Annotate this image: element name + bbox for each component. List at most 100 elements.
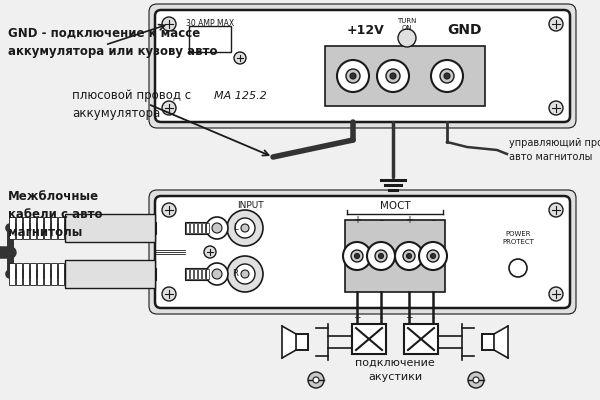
- Bar: [482, 334, 494, 350]
- Bar: [198, 223, 201, 233]
- Bar: [37, 217, 43, 239]
- Circle shape: [444, 73, 450, 79]
- Circle shape: [390, 73, 396, 79]
- Text: плюсовой провод с
аккумулятора: плюсовой провод с аккумулятора: [72, 88, 191, 120]
- Bar: [352, 324, 386, 354]
- Text: +: +: [353, 215, 361, 225]
- Bar: [23, 217, 29, 239]
- Text: -: -: [379, 314, 383, 322]
- Circle shape: [398, 29, 416, 47]
- Circle shape: [227, 256, 263, 292]
- Bar: [153, 268, 156, 280]
- Polygon shape: [494, 326, 508, 358]
- Text: подключение
акустики: подключение акустики: [355, 358, 435, 382]
- Circle shape: [235, 218, 255, 238]
- Bar: [186, 269, 189, 279]
- Circle shape: [162, 17, 176, 31]
- Bar: [44, 217, 50, 239]
- Circle shape: [379, 254, 383, 258]
- Circle shape: [234, 52, 246, 64]
- Bar: [65, 214, 155, 242]
- Circle shape: [375, 250, 387, 262]
- Circle shape: [468, 372, 484, 388]
- Text: +: +: [353, 314, 361, 322]
- Circle shape: [509, 259, 527, 277]
- Circle shape: [427, 250, 439, 262]
- Bar: [65, 263, 71, 285]
- Bar: [51, 217, 57, 239]
- Bar: [185, 268, 218, 280]
- Circle shape: [350, 73, 356, 79]
- Bar: [9, 217, 15, 239]
- Circle shape: [162, 287, 176, 301]
- Circle shape: [355, 254, 359, 258]
- Circle shape: [308, 372, 324, 388]
- Bar: [23, 263, 29, 285]
- Text: -: -: [379, 215, 383, 225]
- Circle shape: [162, 203, 176, 217]
- Circle shape: [0, 242, 1, 262]
- Text: TURN
ON: TURN ON: [397, 18, 416, 31]
- Circle shape: [549, 287, 563, 301]
- Circle shape: [351, 250, 363, 262]
- Circle shape: [403, 250, 415, 262]
- Bar: [345, 220, 445, 292]
- Circle shape: [549, 17, 563, 31]
- Circle shape: [337, 60, 369, 92]
- Text: -: -: [431, 215, 435, 225]
- Text: управляющий провод с
авто магнитолы: управляющий провод с авто магнитолы: [509, 138, 600, 162]
- FancyBboxPatch shape: [155, 196, 570, 308]
- Circle shape: [549, 203, 563, 217]
- Bar: [206, 269, 209, 279]
- Circle shape: [386, 69, 400, 83]
- Bar: [296, 334, 308, 350]
- Text: МА 125.2: МА 125.2: [214, 91, 266, 101]
- Circle shape: [431, 60, 463, 92]
- Bar: [202, 223, 205, 233]
- Text: POWER
PROTECT: POWER PROTECT: [502, 231, 534, 245]
- FancyBboxPatch shape: [155, 10, 570, 122]
- Text: INPUT: INPUT: [236, 202, 263, 210]
- Text: GND: GND: [448, 23, 482, 37]
- Circle shape: [343, 242, 371, 270]
- Bar: [58, 217, 64, 239]
- Polygon shape: [282, 326, 296, 358]
- Bar: [16, 263, 22, 285]
- Bar: [194, 223, 197, 233]
- Bar: [51, 263, 57, 285]
- Bar: [206, 223, 209, 233]
- Bar: [30, 217, 36, 239]
- Circle shape: [241, 270, 249, 278]
- Bar: [198, 269, 201, 279]
- Bar: [16, 217, 22, 239]
- Circle shape: [407, 254, 412, 258]
- Bar: [65, 260, 155, 288]
- Circle shape: [204, 246, 216, 258]
- Bar: [404, 324, 438, 354]
- Circle shape: [346, 69, 360, 83]
- Text: 30 AMP MAX: 30 AMP MAX: [186, 20, 234, 28]
- Bar: [190, 269, 193, 279]
- Circle shape: [549, 101, 563, 115]
- Bar: [58, 263, 64, 285]
- Circle shape: [235, 264, 255, 284]
- Bar: [30, 263, 36, 285]
- Text: МОСТ: МОСТ: [380, 201, 410, 211]
- Circle shape: [377, 60, 409, 92]
- Text: +: +: [405, 215, 413, 225]
- Bar: [202, 269, 205, 279]
- Bar: [190, 223, 193, 233]
- Bar: [65, 217, 71, 239]
- Text: +: +: [405, 314, 413, 322]
- Circle shape: [162, 101, 176, 115]
- Bar: [153, 222, 156, 234]
- FancyBboxPatch shape: [149, 190, 576, 314]
- Circle shape: [313, 377, 319, 383]
- Text: L: L: [233, 224, 238, 232]
- Circle shape: [227, 210, 263, 246]
- Bar: [186, 223, 189, 233]
- Circle shape: [206, 217, 228, 239]
- Circle shape: [212, 269, 222, 279]
- Bar: [185, 222, 218, 234]
- Bar: [37, 263, 43, 285]
